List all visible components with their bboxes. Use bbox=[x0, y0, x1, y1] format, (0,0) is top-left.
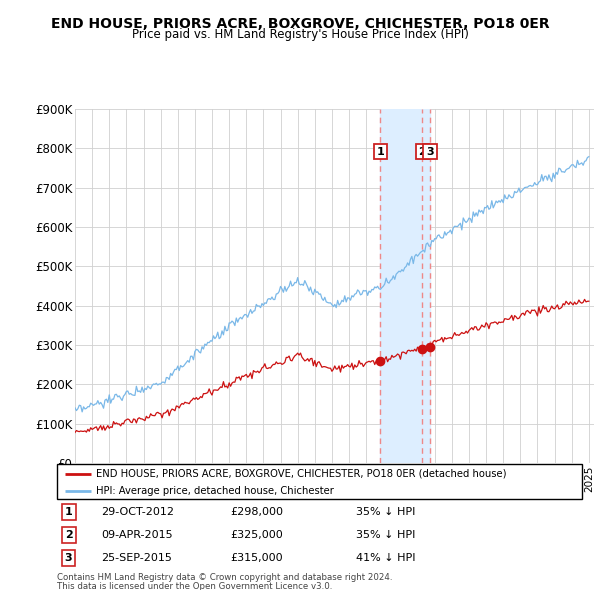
Text: HPI: Average price, detached house, Chichester: HPI: Average price, detached house, Chic… bbox=[97, 486, 334, 496]
Text: 41% ↓ HPI: 41% ↓ HPI bbox=[356, 553, 416, 563]
Text: 29-OCT-2012: 29-OCT-2012 bbox=[101, 507, 175, 517]
Text: Contains HM Land Registry data © Crown copyright and database right 2024.: Contains HM Land Registry data © Crown c… bbox=[57, 573, 392, 582]
Text: 2: 2 bbox=[65, 530, 73, 540]
Text: 35% ↓ HPI: 35% ↓ HPI bbox=[356, 507, 416, 517]
Text: £315,000: £315,000 bbox=[230, 553, 283, 563]
Text: END HOUSE, PRIORS ACRE, BOXGROVE, CHICHESTER, PO18 0ER (detached house): END HOUSE, PRIORS ACRE, BOXGROVE, CHICHE… bbox=[97, 469, 507, 479]
Text: This data is licensed under the Open Government Licence v3.0.: This data is licensed under the Open Gov… bbox=[57, 582, 332, 590]
Bar bbox=[380, 109, 430, 463]
Text: 09-APR-2015: 09-APR-2015 bbox=[101, 530, 173, 540]
Text: 35% ↓ HPI: 35% ↓ HPI bbox=[356, 530, 416, 540]
Text: 2: 2 bbox=[418, 147, 426, 156]
Text: £325,000: £325,000 bbox=[230, 530, 283, 540]
Text: £298,000: £298,000 bbox=[230, 507, 283, 517]
Text: 3: 3 bbox=[426, 147, 434, 156]
Text: 1: 1 bbox=[65, 507, 73, 517]
Text: Price paid vs. HM Land Registry's House Price Index (HPI): Price paid vs. HM Land Registry's House … bbox=[131, 28, 469, 41]
Text: 25-SEP-2015: 25-SEP-2015 bbox=[101, 553, 173, 563]
FancyBboxPatch shape bbox=[57, 464, 582, 499]
Text: END HOUSE, PRIORS ACRE, BOXGROVE, CHICHESTER, PO18 0ER: END HOUSE, PRIORS ACRE, BOXGROVE, CHICHE… bbox=[50, 17, 550, 31]
Text: 3: 3 bbox=[65, 553, 73, 563]
Text: 1: 1 bbox=[377, 147, 384, 156]
